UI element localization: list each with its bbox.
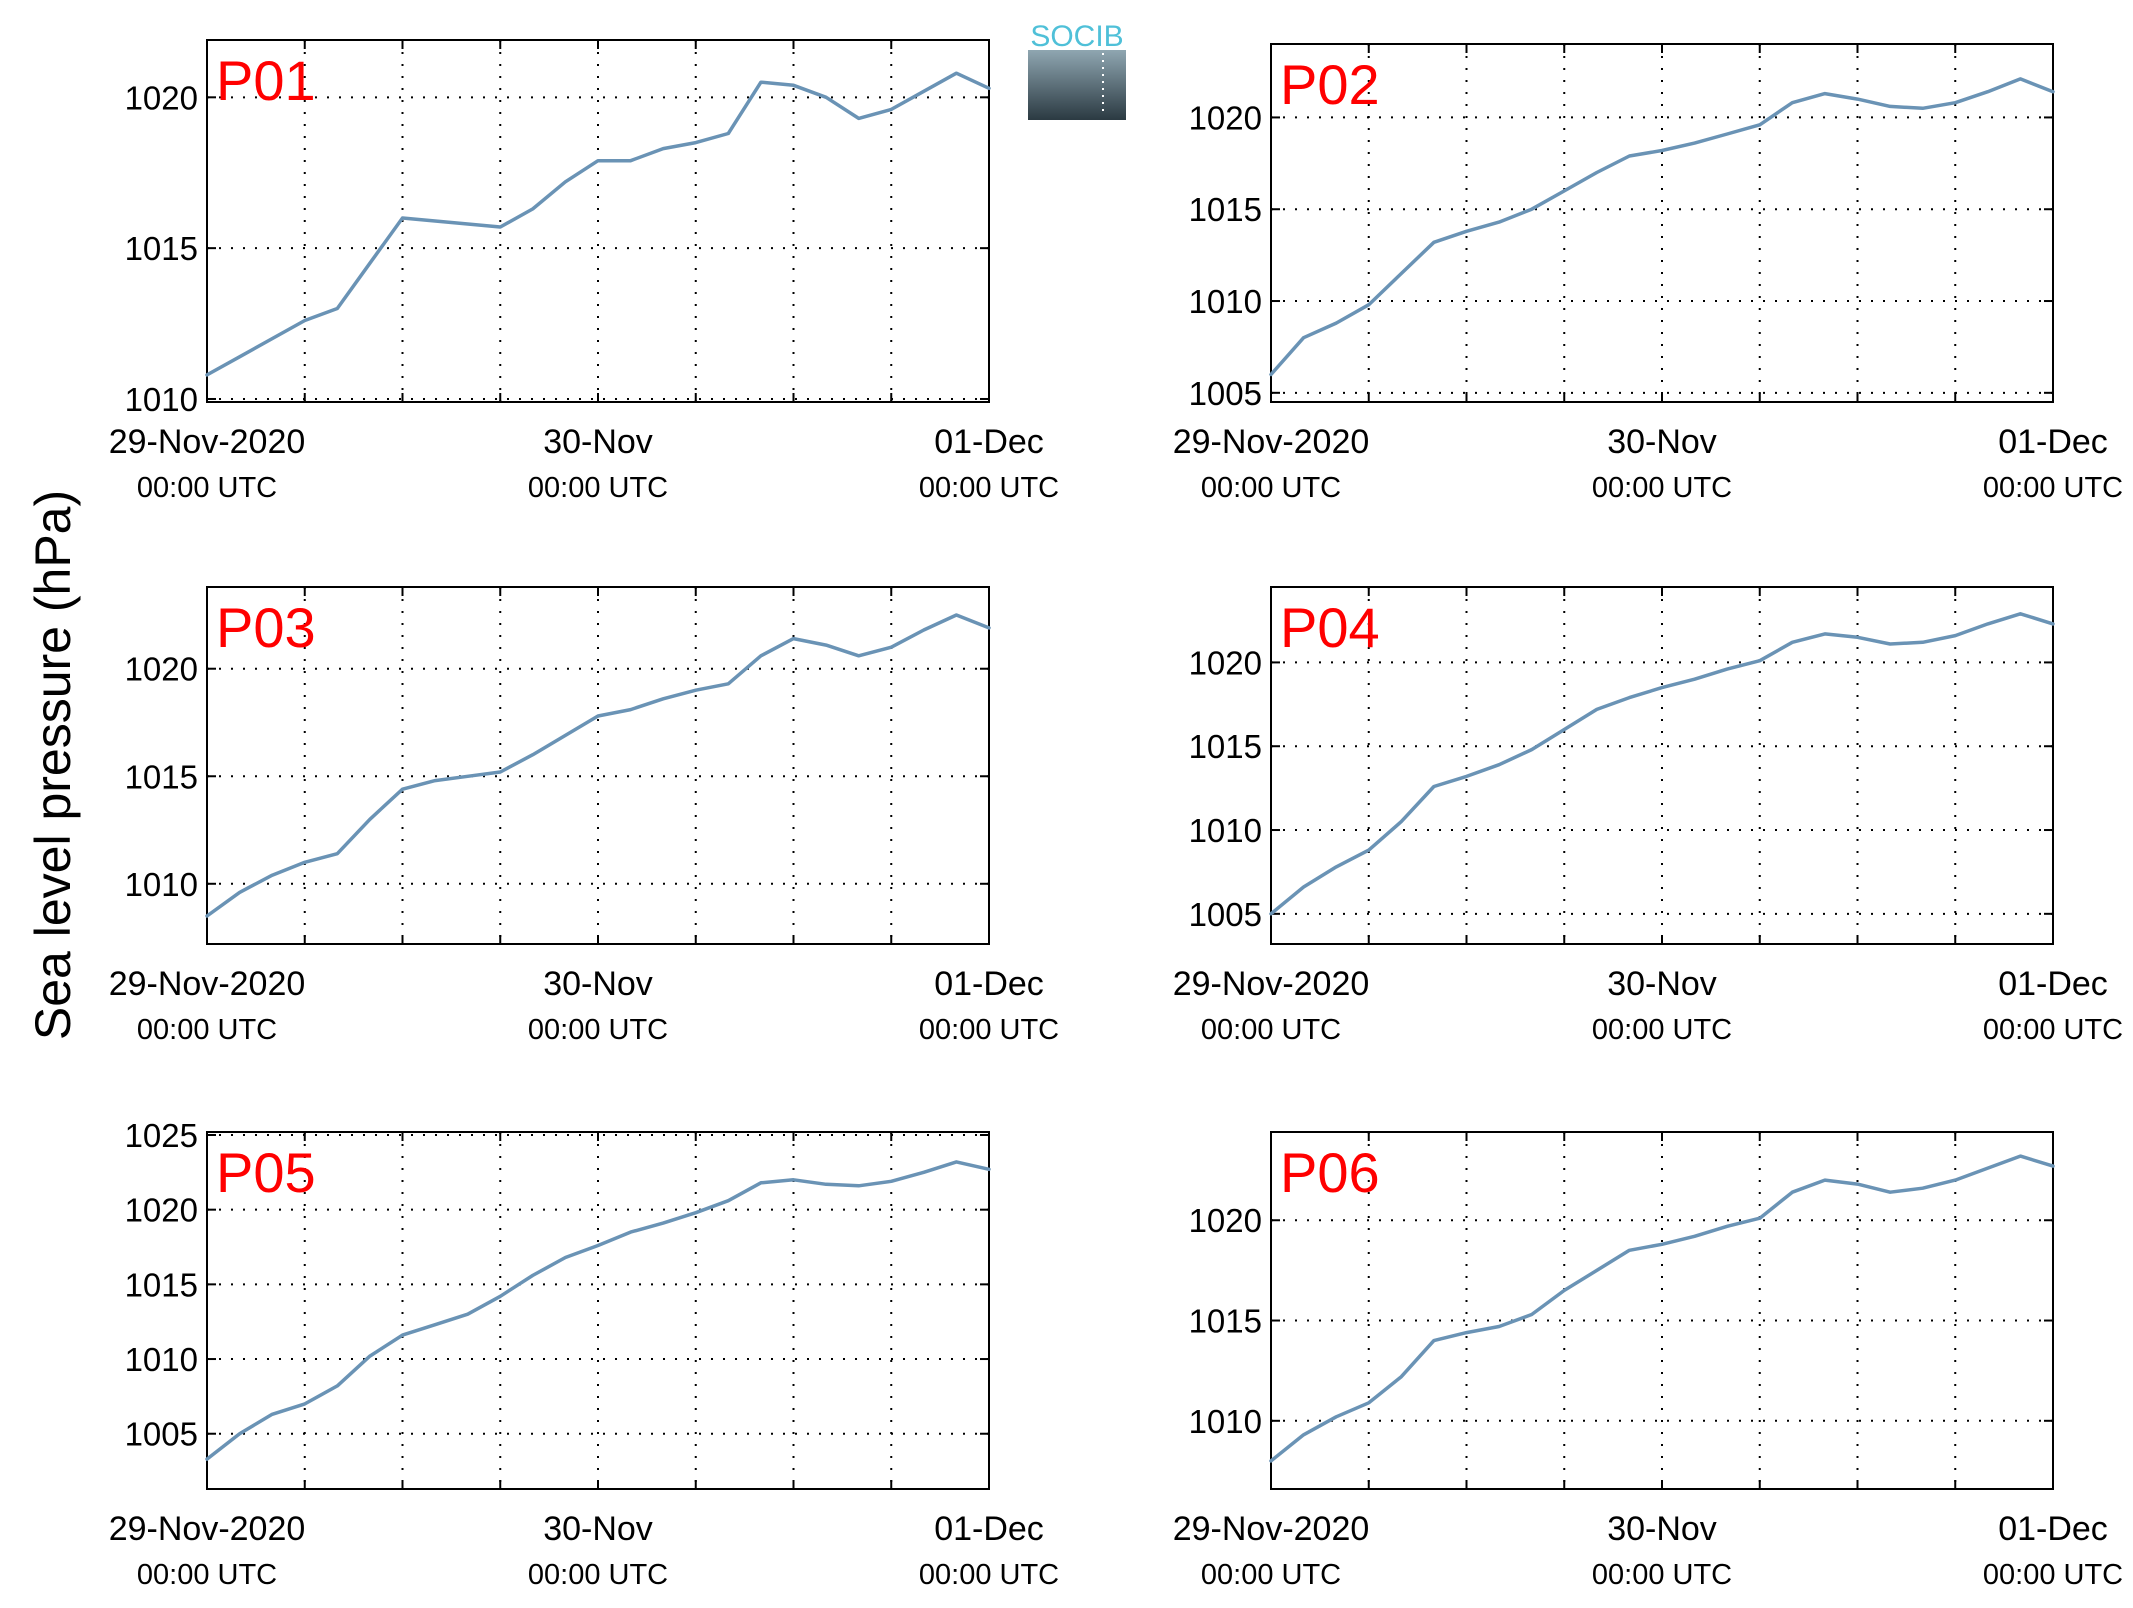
plot-area (1270, 586, 2054, 945)
x-tick-label: 29-Nov-2020 (109, 1510, 306, 1548)
x-tick-sublabel: 00:00 UTC (137, 472, 277, 504)
pressure-series-line (1269, 77, 2055, 377)
y-tick-label: 1010 (1189, 1403, 1262, 1440)
x-tick-label: 30-Nov (1607, 1510, 1717, 1548)
panel-tag: P04 (1280, 596, 1380, 659)
x-tick-sublabel: 00:00 UTC (1983, 1559, 2123, 1591)
y-tick-label: 1015 (1189, 1303, 1262, 1340)
pressure-series-line (1269, 1154, 2055, 1463)
panels-group: 1010 1015 1020 29-Nov-2020 00:00 UTC 30-Nov 00… (109, 39, 2123, 1591)
panel-tag: P02 (1280, 53, 1380, 116)
x-tick-label: 29-Nov-2020 (1173, 965, 1370, 1003)
x-tick-label: 01-Dec (1998, 1510, 2108, 1548)
y-tick-label: 1015 (125, 758, 198, 795)
panel-tag: P05 (216, 1141, 316, 1204)
logo-gradient-block (1028, 50, 1126, 120)
x-tick-label: 29-Nov-2020 (1173, 423, 1370, 461)
x-tick-sublabel: 00:00 UTC (919, 1014, 1059, 1046)
pressure-series-line (205, 613, 991, 918)
y-tick-label: 1010 (125, 1341, 198, 1378)
y-tick-label: 1015 (125, 1266, 198, 1303)
x-tick-sublabel: 00:00 UTC (1592, 1559, 1732, 1591)
y-tick-label: 1010 (125, 866, 198, 903)
pressure-series-line (205, 1160, 991, 1461)
plot-area (1270, 1131, 2054, 1490)
x-tick-sublabel: 00:00 UTC (528, 472, 668, 504)
chart-panel-p06: 1010 1015 1020 29-Nov-2020 00:00 UTC 30-Nov 00… (1173, 1131, 2123, 1591)
pressure-series-line (205, 71, 991, 377)
y-tick-label: 1010 (1189, 812, 1262, 849)
x-tick-label: 01-Dec (934, 965, 1044, 1003)
y-tick-label: 1005 (125, 1416, 198, 1453)
x-tick-label: 01-Dec (934, 423, 1044, 461)
y-tick-label: 1015 (125, 230, 198, 267)
plot-area (206, 586, 990, 945)
x-tick-label: 30-Nov (543, 1510, 653, 1548)
y-tick-label: 1020 (125, 79, 198, 116)
chart-panel-p01: 1010 1015 1020 29-Nov-2020 00:00 UTC 30-Nov 00… (109, 39, 1059, 504)
x-tick-sublabel: 00:00 UTC (1983, 1014, 2123, 1046)
x-tick-sublabel: 00:00 UTC (919, 472, 1059, 504)
plot-area (1270, 43, 2054, 403)
x-tick-sublabel: 00:00 UTC (137, 1559, 277, 1591)
panel-tag: P01 (216, 49, 316, 112)
x-tick-label: 29-Nov-2020 (109, 423, 306, 461)
x-tick-sublabel: 00:00 UTC (528, 1559, 668, 1591)
y-tick-label: 1015 (1189, 191, 1262, 228)
y-tick-label: 1010 (125, 381, 198, 418)
y-tick-label: 1020 (1189, 99, 1262, 136)
panel-tag: P06 (1280, 1141, 1380, 1204)
y-tick-label: 1005 (1189, 375, 1262, 412)
chart-panel-p05: 1005 1010 1015 1020 1025 29-Nov-2020 00:00 UTC… (109, 1117, 1059, 1591)
plot-area (206, 1131, 990, 1490)
x-tick-sublabel: 00:00 UTC (1201, 1559, 1341, 1591)
x-tick-sublabel: 00:00 UTC (919, 1559, 1059, 1591)
y-tick-label: 1020 (1189, 644, 1262, 681)
y-tick-label: 1020 (1189, 1202, 1262, 1239)
y-tick-label: 1015 (1189, 728, 1262, 765)
chart-panel-p02: 1005 1010 1015 1020 29-Nov-2020 00:00 UTC 30-N… (1173, 43, 2123, 504)
chart-panel-p03: 1010 1015 1020 29-Nov-2020 00:00 UTC 30-Nov 00… (109, 586, 1059, 1046)
x-tick-label: 29-Nov-2020 (1173, 1510, 1370, 1548)
x-tick-label: 01-Dec (1998, 965, 2108, 1003)
chart-panel-p04: 1005 1010 1015 1020 29-Nov-2020 00:00 UTC 30-N… (1173, 586, 2123, 1046)
x-tick-label: 30-Nov (1607, 423, 1717, 461)
socib-logo: SOCIB (1028, 20, 1126, 120)
panel-tag: P03 (216, 596, 316, 659)
x-tick-label: 30-Nov (543, 423, 653, 461)
y-tick-label: 1025 (125, 1117, 198, 1154)
x-tick-label: 29-Nov-2020 (109, 965, 306, 1003)
pressure-series-line (1269, 612, 2055, 916)
logo-text: SOCIB (1030, 20, 1123, 53)
x-tick-sublabel: 00:00 UTC (1592, 1014, 1732, 1046)
x-tick-sublabel: 00:00 UTC (1983, 472, 2123, 504)
x-tick-sublabel: 00:00 UTC (1201, 1014, 1341, 1046)
x-tick-sublabel: 00:00 UTC (1201, 472, 1341, 504)
y-tick-label: 1020 (125, 1192, 198, 1229)
x-tick-label: 30-Nov (543, 965, 653, 1003)
y-tick-label: 1005 (1189, 896, 1262, 933)
x-tick-sublabel: 00:00 UTC (528, 1014, 668, 1046)
x-tick-label: 01-Dec (1998, 423, 2108, 461)
y-tick-label: 1010 (1189, 283, 1262, 320)
x-tick-label: 01-Dec (934, 1510, 1044, 1548)
y-axis-label: Sea level pressure (hPa) (25, 490, 81, 1040)
x-tick-label: 30-Nov (1607, 965, 1717, 1003)
x-tick-sublabel: 00:00 UTC (137, 1014, 277, 1046)
y-tick-label: 1020 (125, 651, 198, 688)
x-tick-sublabel: 00:00 UTC (1592, 472, 1732, 504)
